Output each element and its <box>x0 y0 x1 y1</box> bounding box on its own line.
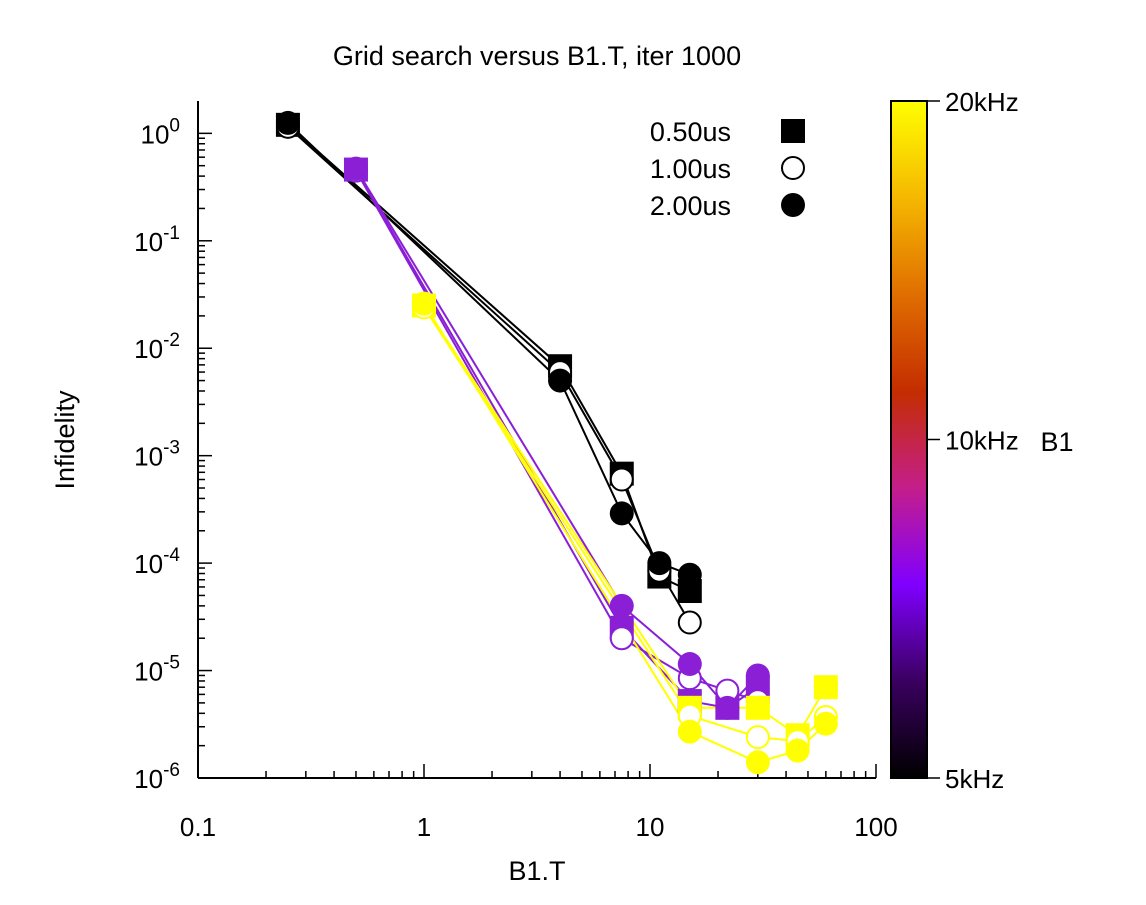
data-point <box>548 368 573 393</box>
x-tick-label: 100 <box>854 812 897 842</box>
data-point <box>813 675 838 700</box>
data-point <box>609 501 634 526</box>
x-tick-label: 0.1 <box>180 812 216 842</box>
legend-label: 2.00us <box>650 191 731 221</box>
legend: 0.50us 1.00us 2.00us <box>650 117 805 221</box>
y-tick-label: 10-2 <box>134 330 180 364</box>
colorbar: 20kHz 10kHz 5kHz <box>890 87 1019 794</box>
data-point <box>677 562 702 587</box>
y-tick-label: 10-4 <box>134 545 180 579</box>
data-point <box>343 156 368 181</box>
y-tick-label: 10-5 <box>134 653 180 687</box>
legend-label: 1.00us <box>650 154 731 184</box>
legend-marker <box>781 119 805 143</box>
chart-title: Grid search versus B1.T, iter 1000 <box>333 41 741 71</box>
data-point <box>677 652 702 677</box>
colorbar-label: B1 <box>1040 427 1073 457</box>
y-tick-label: 10-6 <box>134 760 180 794</box>
colorbar-tick-label: 5kHz <box>945 764 1004 794</box>
legend-marker <box>781 156 805 180</box>
x-axis-label: B1.T <box>508 856 565 886</box>
y-axis-label: Infidelity <box>50 390 80 490</box>
data-point <box>275 110 300 135</box>
y-tick-label: 10-1 <box>134 223 180 257</box>
data-point <box>785 738 810 763</box>
plot-axes: 0.1 1 10 100 10-6 10-5 10-4 10-3 10-2 10-1 100 <box>134 101 898 842</box>
colorbar-tick-label: 20kHz <box>945 87 1019 117</box>
data-point <box>745 750 770 775</box>
y-tick-label: 10-3 <box>134 438 180 472</box>
data-point <box>745 725 770 750</box>
data-point <box>609 626 634 651</box>
data-point <box>677 719 702 744</box>
x-tick-label: 1 <box>417 812 431 842</box>
colorbar-gradient <box>890 100 928 779</box>
series-line <box>287 126 691 624</box>
data-point <box>745 663 770 688</box>
data-point <box>647 551 672 576</box>
data-point <box>609 467 634 492</box>
legend-marker <box>781 193 805 217</box>
data-point <box>813 711 838 736</box>
data-point <box>677 610 702 635</box>
x-tick-label: 10 <box>636 812 665 842</box>
data-point <box>715 695 740 720</box>
y-tick-label: 100 <box>141 115 181 149</box>
colorbar-tick-label: 10kHz <box>945 426 1019 456</box>
data-point <box>609 593 634 618</box>
plot-series <box>275 110 838 775</box>
data-point <box>412 291 436 316</box>
data-point <box>745 695 770 720</box>
legend-label: 0.50us <box>650 117 731 147</box>
